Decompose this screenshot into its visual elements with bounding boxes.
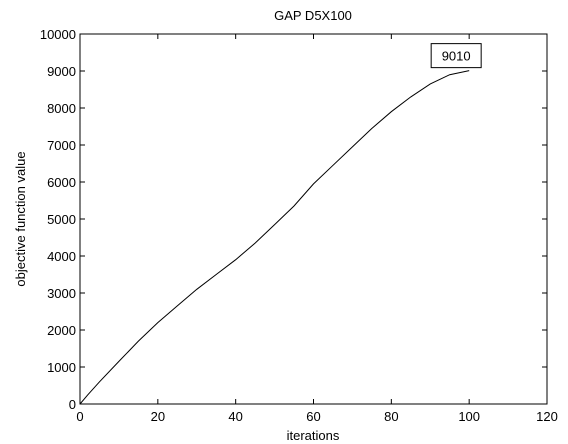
y-tick-label: 10000	[40, 27, 76, 42]
x-tick-label: 100	[458, 409, 480, 424]
y-tick-label: 4000	[47, 249, 76, 264]
y-tick-label: 6000	[47, 175, 76, 190]
series-line	[79, 70, 470, 405]
y-tick-label: 8000	[47, 101, 76, 116]
y-axis-ticks: 0 1000 2000 3000 4000 5000 6000 7000 8000 9000 100…	[40, 27, 547, 412]
plot-frame	[79, 33, 548, 405]
x-tick-label: 60	[306, 409, 320, 424]
annotation-box	[430, 43, 482, 69]
y-tick-label: 9000	[47, 64, 76, 79]
x-tick-label: 20	[151, 409, 165, 424]
x-axis-ticks: 0 20 40 60 80 100 120	[76, 34, 558, 424]
x-tick-label: 40	[228, 409, 242, 424]
chart-title: GAP D5X100	[274, 8, 352, 23]
x-tick-label: 0	[76, 409, 83, 424]
y-tick-label: 3000	[47, 286, 76, 301]
x-axis-title: iterations	[287, 428, 340, 443]
y-tick-label: 7000	[47, 138, 76, 153]
y-tick-label: 5000	[47, 212, 76, 227]
x-tick-label: 80	[384, 409, 398, 424]
x-tick-label: 120	[536, 409, 558, 424]
y-tick-label: 1000	[47, 360, 76, 375]
annotation-label: 9010	[442, 49, 471, 64]
y-tick-label: 2000	[47, 323, 76, 338]
y-tick-label: 0	[69, 397, 76, 412]
y-axis-title: objective function value	[13, 151, 28, 286]
